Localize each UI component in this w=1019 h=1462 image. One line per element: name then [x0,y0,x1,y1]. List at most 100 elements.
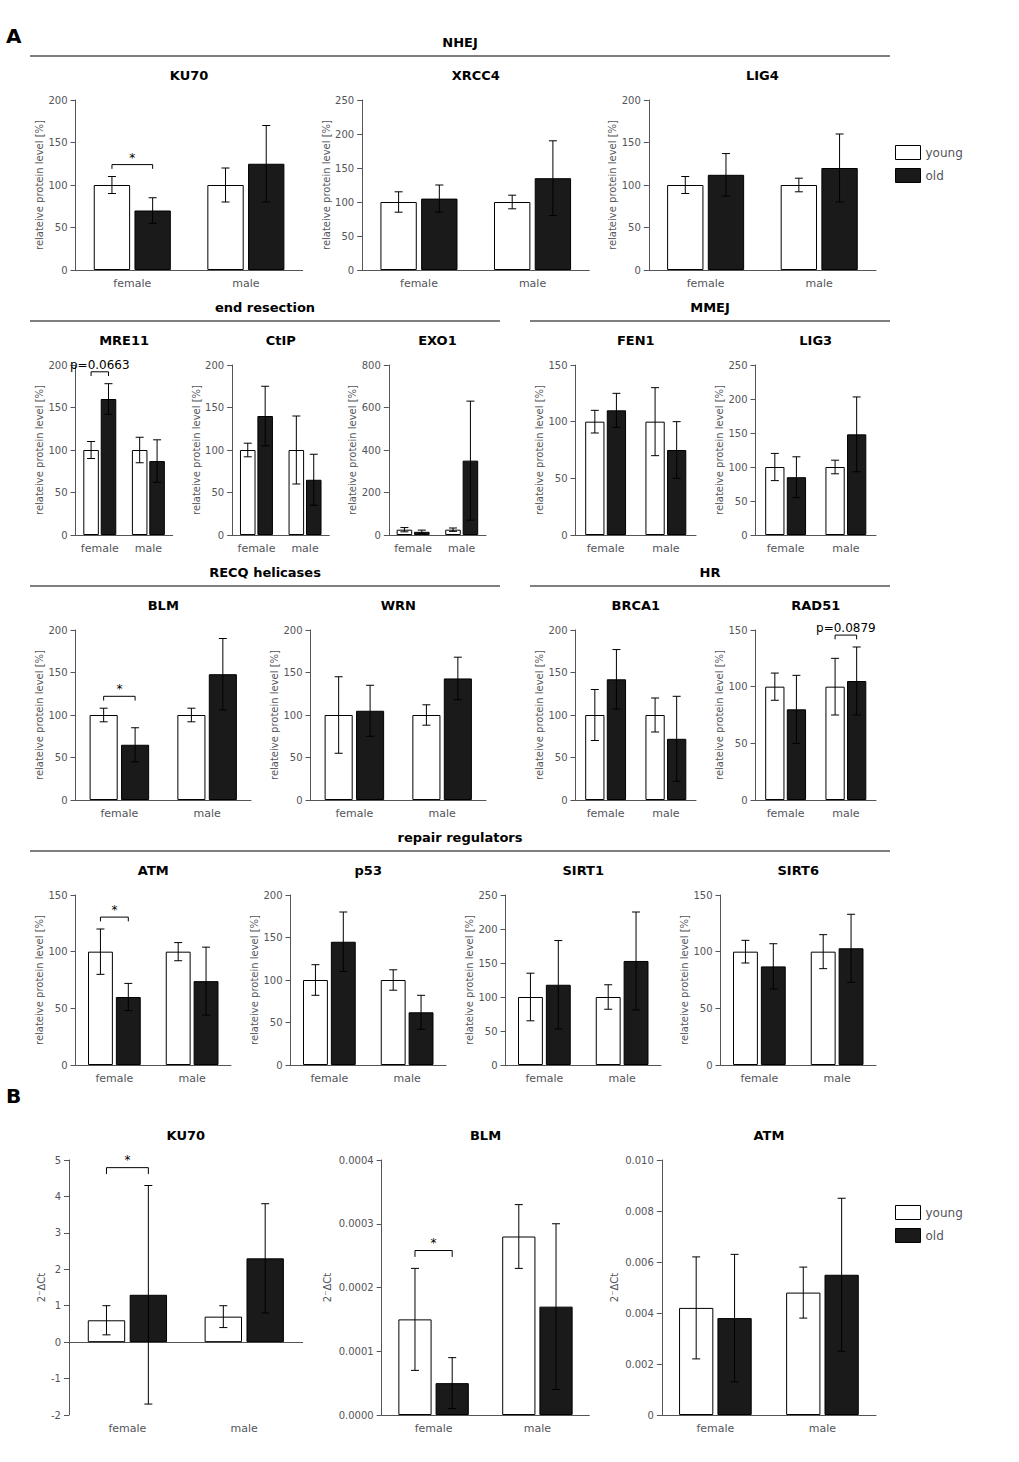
svg-text:50: 50 [270,1017,283,1028]
svg-text:50: 50 [341,231,354,242]
svg-text:0: 0 [491,1060,497,1071]
svg-text:0: 0 [706,1060,712,1071]
svg-text:5: 5 [55,1155,61,1166]
svg-text:BRCA1: BRCA1 [611,598,660,613]
svg-text:relateive protein level [%]: relateive protein level [%] [34,650,45,780]
svg-text:0: 0 [374,530,380,541]
svg-text:relateive protein level [%]: relateive protein level [%] [534,385,545,515]
svg-text:female: female [696,1422,734,1435]
svg-text:200: 200 [728,394,747,405]
svg-text:ATM: ATM [753,1128,784,1143]
svg-text:0: 0 [741,530,747,541]
svg-text:male: male [652,542,680,555]
svg-text:800: 800 [362,360,381,371]
svg-text:100: 100 [622,180,641,191]
svg-text:0.0001: 0.0001 [339,1346,374,1357]
svg-text:relateive protein level [%]: relateive protein level [%] [714,650,725,780]
svg-text:150: 150 [693,890,712,901]
svg-text:old: old [926,1229,944,1243]
svg-text:0: 0 [561,530,567,541]
svg-text:200: 200 [48,95,67,106]
svg-text:BLM: BLM [470,1128,501,1143]
svg-text:SIRT1: SIRT1 [562,863,604,878]
svg-text:LIG4: LIG4 [746,68,779,83]
svg-text:0.004: 0.004 [625,1308,654,1319]
svg-text:male: male [652,807,680,820]
svg-text:400: 400 [362,445,381,456]
svg-text:-2: -2 [51,1410,61,1421]
svg-text:relateive protein level [%]: relateive protein level [%] [679,915,690,1045]
svg-text:150: 150 [205,402,224,413]
svg-text:200: 200 [48,360,67,371]
svg-text:100: 100 [283,710,302,721]
svg-text:female: female [687,277,725,290]
svg-text:200: 200 [622,95,641,106]
svg-text:XRCC4: XRCC4 [452,68,500,83]
svg-text:male: male [178,1072,206,1085]
svg-text:0: 0 [296,795,302,806]
svg-text:150: 150 [478,958,497,969]
svg-text:50: 50 [290,752,303,763]
svg-text:male: male [832,807,860,820]
svg-text:female: female [108,1422,146,1435]
svg-text:male: male [193,807,221,820]
svg-text:female: female [587,542,625,555]
svg-text:2⁻ΔCt: 2⁻ΔCt [36,1273,47,1302]
svg-text:male: male [832,542,860,555]
svg-text:relateive protein level [%]: relateive protein level [%] [34,385,45,515]
svg-text:3: 3 [55,1227,61,1238]
svg-text:50: 50 [555,752,568,763]
svg-text:female: female [310,1072,348,1085]
svg-text:female: female [100,807,138,820]
svg-text:relateive protein level [%]: relateive protein level [%] [269,650,280,780]
svg-text:100: 100 [728,681,747,692]
svg-text:0: 0 [61,530,67,541]
svg-text:150: 150 [283,667,302,678]
svg-text:relateive protein level [%]: relateive protein level [%] [191,385,202,515]
svg-text:100: 100 [263,975,282,986]
svg-text:relateive protein level [%]: relateive protein level [%] [607,120,618,250]
svg-text:0.008: 0.008 [625,1206,654,1217]
svg-text:1: 1 [55,1300,61,1311]
svg-text:female: female [525,1072,563,1085]
svg-text:BLM: BLM [148,598,179,613]
svg-text:end resection: end resection [215,300,315,315]
svg-text:150: 150 [548,360,567,371]
svg-text:MMEJ: MMEJ [690,300,730,315]
svg-text:2: 2 [55,1264,61,1275]
svg-text:female: female [767,807,805,820]
svg-text:male: male [809,1422,837,1435]
svg-text:150: 150 [728,625,747,636]
svg-text:600: 600 [362,402,381,413]
svg-text:relateive protein level [%]: relateive protein level [%] [34,915,45,1045]
svg-text:50: 50 [211,487,224,498]
svg-text:young: young [926,146,963,160]
svg-text:RECQ helicases: RECQ helicases [209,565,321,580]
svg-text:p=0.0663: p=0.0663 [70,358,130,372]
svg-text:100: 100 [728,462,747,473]
svg-text:0.006: 0.006 [625,1257,654,1268]
svg-text:female: female [95,1072,133,1085]
svg-text:male: male [231,1422,259,1435]
svg-text:200: 200 [263,890,282,901]
svg-text:150: 150 [335,163,354,174]
svg-text:100: 100 [48,710,67,721]
svg-text:male: male [428,807,456,820]
svg-text:female: female [335,807,373,820]
svg-text:0.0000: 0.0000 [339,1410,374,1421]
svg-text:RAD51: RAD51 [791,598,840,613]
svg-text:100: 100 [478,992,497,1003]
svg-text:repair regulators: repair regulators [397,830,522,845]
svg-text:relateive protein level [%]: relateive protein level [%] [249,915,260,1045]
svg-text:male: male [823,1072,851,1085]
svg-text:150: 150 [48,402,67,413]
svg-text:female: female [400,277,438,290]
svg-text:male: male [232,277,260,290]
svg-text:KU70: KU70 [170,68,209,83]
svg-text:relateive protein level [%]: relateive protein level [%] [321,120,332,250]
svg-text:250: 250 [728,360,747,371]
svg-text:EXO1: EXO1 [418,333,457,348]
svg-text:old: old [926,169,944,183]
svg-text:0: 0 [348,265,354,276]
svg-text:50: 50 [485,1026,498,1037]
